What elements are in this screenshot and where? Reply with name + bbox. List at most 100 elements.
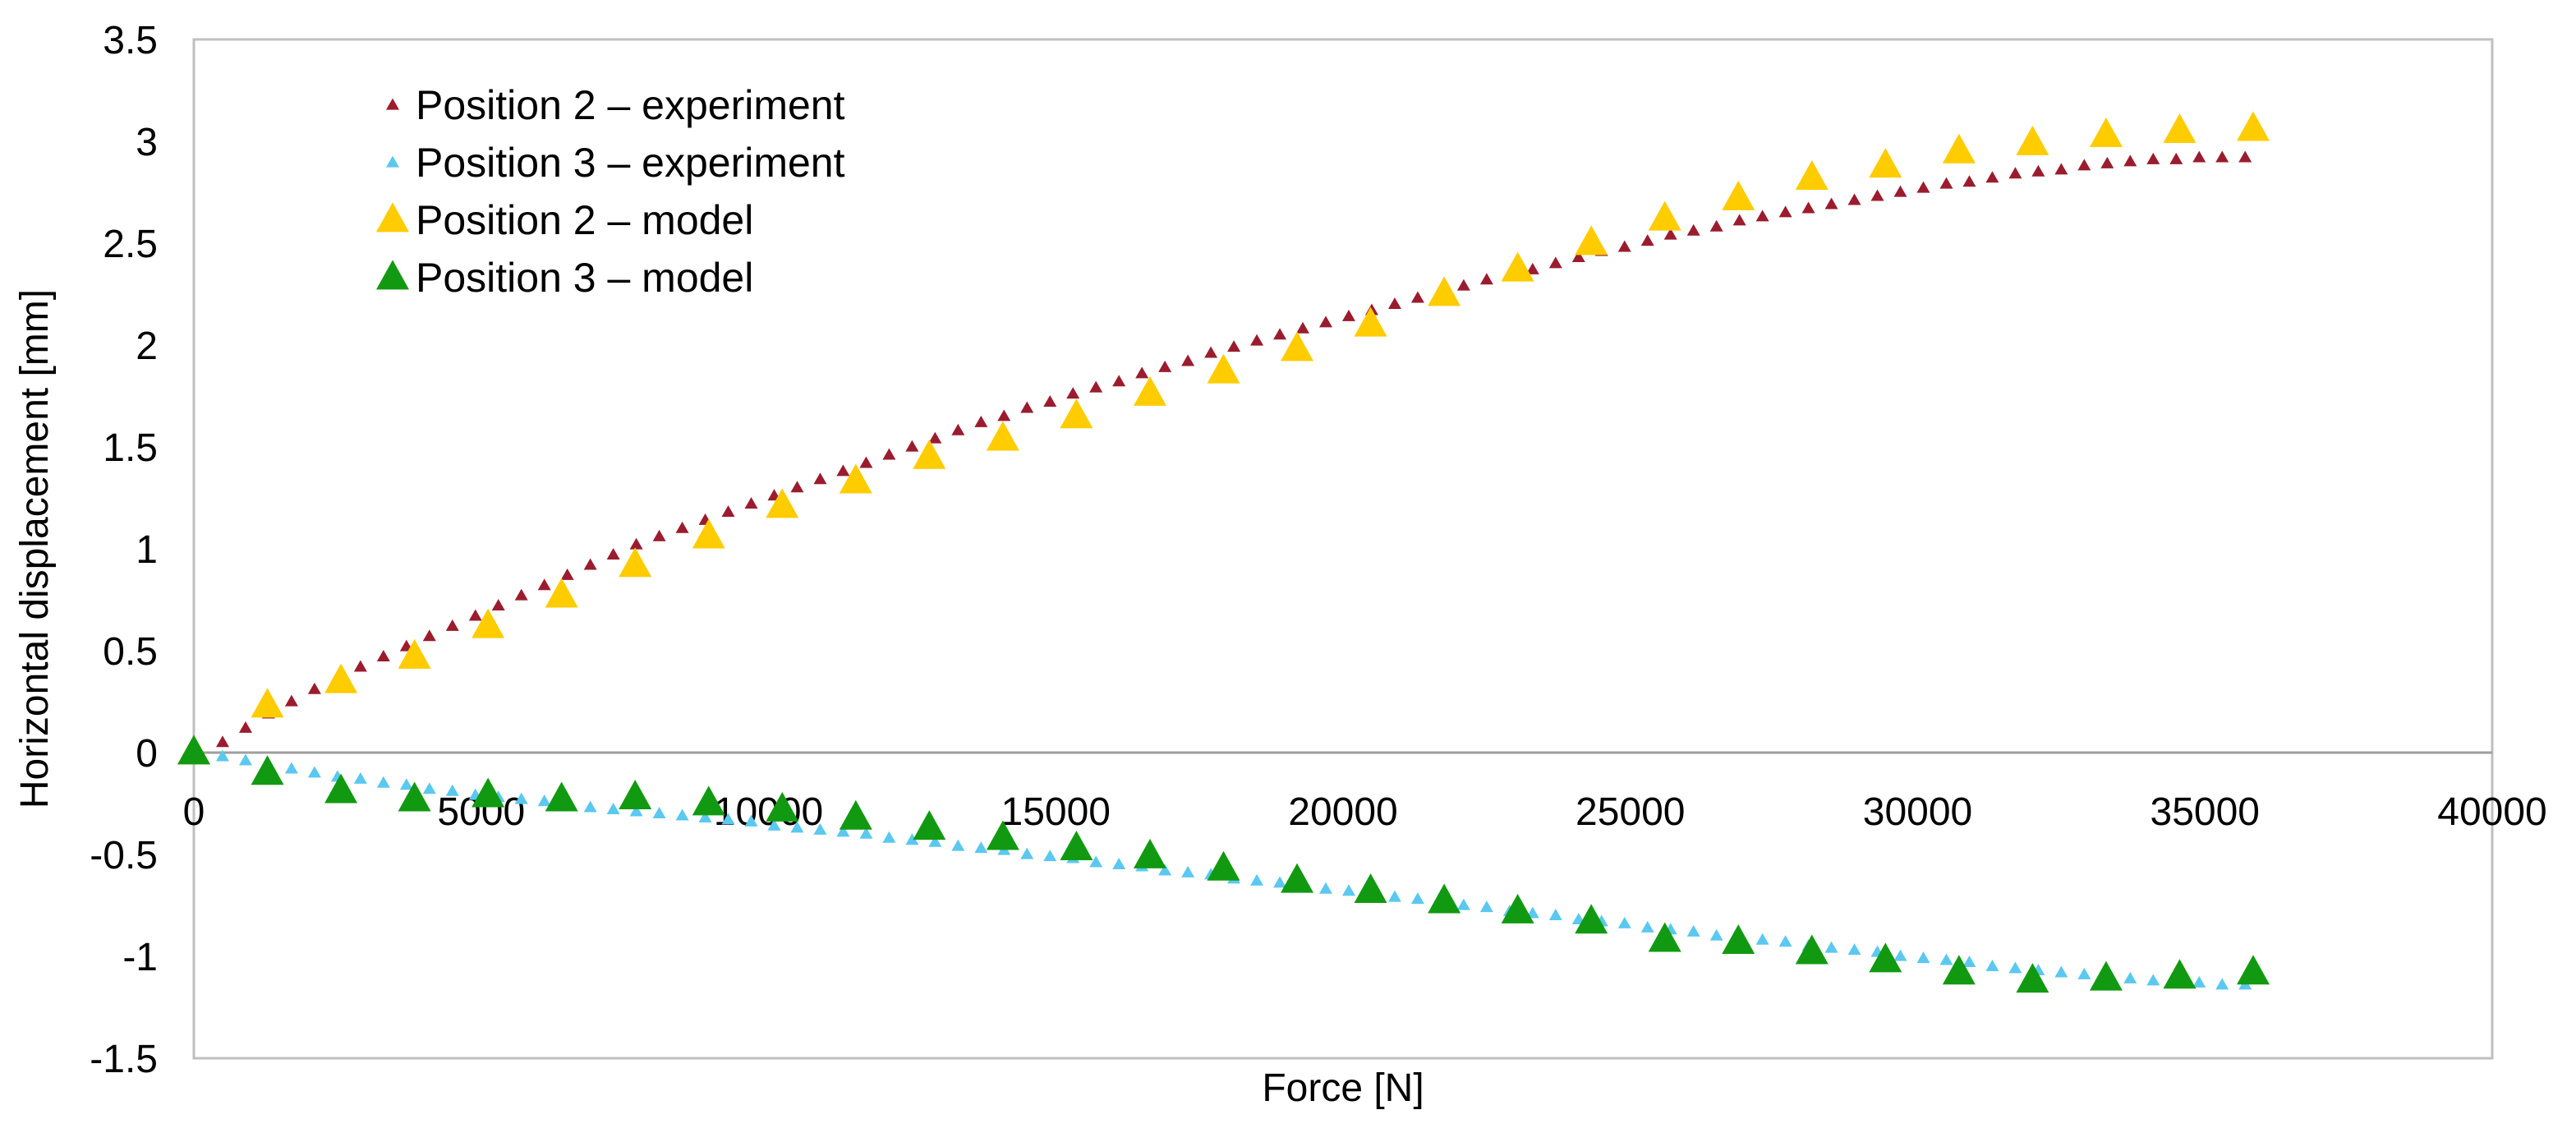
data-point [545, 578, 578, 608]
data-point [1985, 960, 1999, 971]
data-point [1319, 882, 1333, 894]
data-point [913, 810, 946, 841]
series-2 [187, 745, 2252, 990]
data-point [1273, 328, 1287, 340]
legend: Position 2 – experiment Position 3 – expe… [376, 82, 845, 301]
data-point [422, 782, 436, 794]
data-point [583, 800, 597, 813]
data-point [2008, 167, 2022, 179]
data-point [928, 835, 942, 847]
data-series [177, 111, 2270, 993]
data-point [1869, 942, 1902, 973]
data-point [324, 773, 358, 804]
legend-label: Position 3 – experiment [416, 140, 845, 186]
x-tick-label: 15000 [1001, 790, 1111, 834]
data-point [767, 818, 781, 831]
data-point [324, 663, 358, 693]
data-point [836, 464, 850, 477]
data-point [1133, 838, 1166, 868]
data-point [1916, 181, 1930, 193]
data-point [1296, 321, 1310, 334]
data-point [859, 827, 873, 839]
data-point [652, 807, 666, 818]
data-point [1801, 201, 1815, 214]
data-point [1410, 892, 1424, 905]
data-point [1916, 951, 1930, 964]
data-point [1273, 876, 1287, 888]
data-point [2054, 965, 2068, 978]
data-point [1043, 850, 1057, 862]
data-point [698, 810, 712, 822]
y-tick-label: -0.5 [90, 834, 158, 877]
data-point [1640, 920, 1654, 933]
data-point [1869, 148, 1902, 178]
data-point [986, 820, 1019, 850]
data-point [537, 794, 551, 807]
data-point [353, 771, 367, 784]
data-point [1617, 916, 1631, 928]
y-tick-label: 1.5 [103, 426, 158, 470]
data-point [2016, 125, 2049, 155]
data-point [560, 568, 574, 580]
data-point [1250, 334, 1264, 346]
data-point [1341, 884, 1355, 896]
data-point [2123, 971, 2137, 983]
y-axis-tick-labels: -1.5 -1 -0.5 0 0.5 1 1.5 2 2.5 3 3.5 [90, 19, 158, 1081]
data-point [2163, 959, 2196, 989]
data-point [2031, 164, 2045, 177]
data-point [514, 588, 528, 601]
data-point [951, 423, 965, 435]
series-3 [177, 111, 2270, 765]
x-tick-label: 10000 [714, 790, 823, 834]
x-tick-label: 30000 [1863, 790, 1972, 834]
data-point [675, 808, 689, 821]
data-point [1795, 160, 1828, 191]
data-point [1778, 935, 1792, 947]
data-point [307, 766, 321, 778]
data-point [1479, 273, 1493, 285]
data-point [1060, 830, 1093, 860]
data-point [1207, 850, 1240, 881]
x-tick-label: 40000 [2437, 790, 2546, 834]
data-point [1354, 306, 1387, 337]
data-point [398, 638, 431, 669]
y-tick-label: 3.5 [103, 19, 158, 62]
y-tick-label: 1 [136, 528, 158, 572]
data-point [1501, 251, 1534, 282]
data-point [1893, 949, 1907, 961]
data-point [629, 804, 643, 817]
data-point [859, 456, 873, 468]
data-point [2237, 111, 2270, 141]
data-point [1135, 366, 1149, 379]
data-point [583, 558, 597, 570]
data-point [1709, 928, 1723, 941]
data-point [1112, 858, 1126, 869]
data-point [1548, 256, 1562, 269]
data-point [2077, 967, 2091, 979]
x-tick-label: 25000 [1576, 790, 1685, 834]
data-point [1281, 331, 1314, 362]
data-point [1319, 315, 1333, 328]
data-point [422, 629, 436, 642]
data-point [1686, 223, 1700, 236]
data-point [913, 439, 946, 469]
data-point [1870, 189, 1884, 201]
data-point [1020, 847, 1034, 859]
data-point [619, 779, 652, 809]
data-point [2169, 152, 2183, 164]
data-point [1778, 205, 1792, 218]
data-point [629, 537, 643, 550]
data-point [1732, 214, 1746, 226]
data-point [744, 497, 758, 509]
data-point [1548, 909, 1562, 920]
y-tick-label: 3 [136, 121, 158, 164]
data-point [1942, 955, 1976, 985]
data-point [1089, 855, 1103, 868]
data-point [468, 609, 482, 621]
data-point [1939, 953, 1953, 965]
y-tick-label: -1 [122, 936, 158, 979]
data-point [399, 778, 413, 790]
data-point [353, 660, 367, 672]
data-point [882, 448, 896, 460]
